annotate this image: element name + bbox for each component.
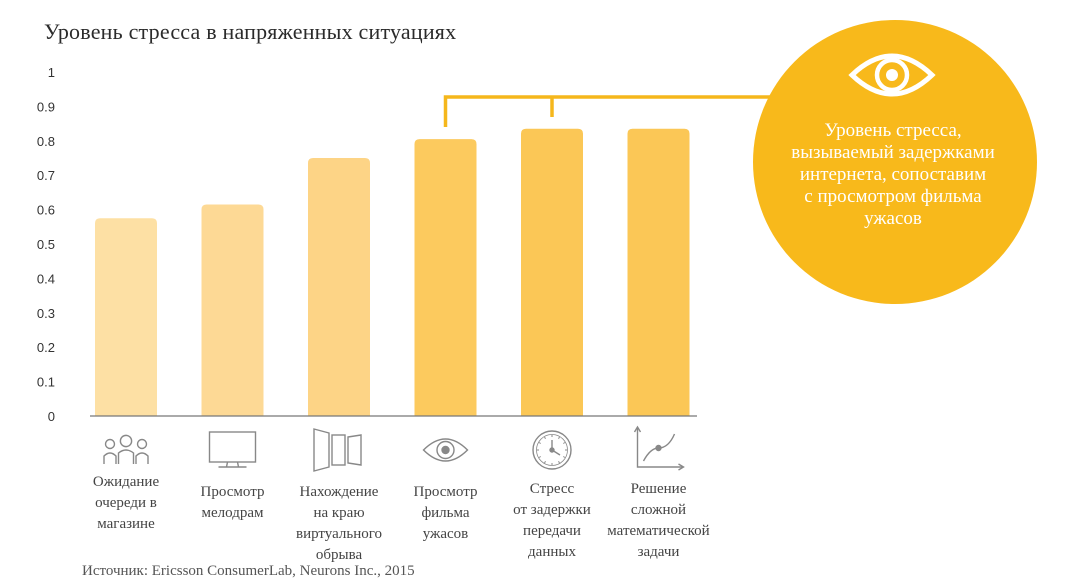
callout-text: Уровень стресса, вызываемый задержками и… — [791, 120, 995, 229]
y-tick-label: 0.8 — [37, 134, 55, 149]
bar — [627, 128, 690, 416]
people-queue-icon — [103, 434, 149, 464]
category-icons — [103, 425, 685, 472]
y-tick-label: 1 — [48, 65, 55, 80]
graph-icon — [633, 425, 685, 471]
y-tick-label: 0.3 — [37, 306, 55, 321]
y-tick-label: 0.2 — [37, 340, 55, 355]
x-category-label: Решение сложной математической задачи — [607, 481, 709, 560]
y-tick-label: 0.4 — [37, 271, 55, 286]
eye-icon — [422, 438, 469, 462]
x-category-label: Ожидание очереди в магазине — [93, 474, 160, 532]
chart-title: Уровень стресса в напряженных ситуациях — [44, 19, 457, 44]
y-tick-label: 0.6 — [37, 203, 55, 218]
bar — [308, 158, 370, 416]
y-tick-label: 0.5 — [37, 237, 55, 252]
y-tick-label: 0.9 — [37, 99, 55, 114]
callout-circle — [753, 20, 1037, 304]
x-category-label: Нахождение на краю виртуального обрыва — [296, 484, 382, 563]
bar — [201, 204, 264, 416]
x-category-label: Стресс от задержки передачи данных — [513, 481, 591, 560]
source-note: Источник: Ericsson ConsumerLab, Neurons … — [82, 563, 415, 579]
bars — [95, 128, 690, 416]
bar — [414, 139, 477, 416]
clock-icon — [532, 430, 572, 470]
callout-bracket — [443, 95, 790, 127]
bracket-line — [443, 95, 790, 127]
y-tick-label: 0.1 — [37, 375, 55, 390]
cliff-panels-icon — [313, 428, 362, 472]
bar — [521, 128, 583, 416]
x-category-label: Просмотр мелодрам — [201, 484, 265, 521]
x-axis-labels: Ожидание очереди в магазине Просмотр мелодра… — [93, 474, 710, 563]
bar — [95, 218, 157, 416]
y-tick-label: 0.7 — [37, 168, 55, 183]
y-tick-label: 0 — [48, 409, 55, 424]
monitor-icon — [208, 431, 257, 468]
x-category-label: Просмотр фильма ужасов — [414, 484, 478, 542]
y-axis-ticks: 0 0.1 0.2 0.3 0.4 0.5 0.6 0.7 0.8 0.9 1 — [37, 65, 55, 424]
eye-icon — [848, 53, 936, 97]
